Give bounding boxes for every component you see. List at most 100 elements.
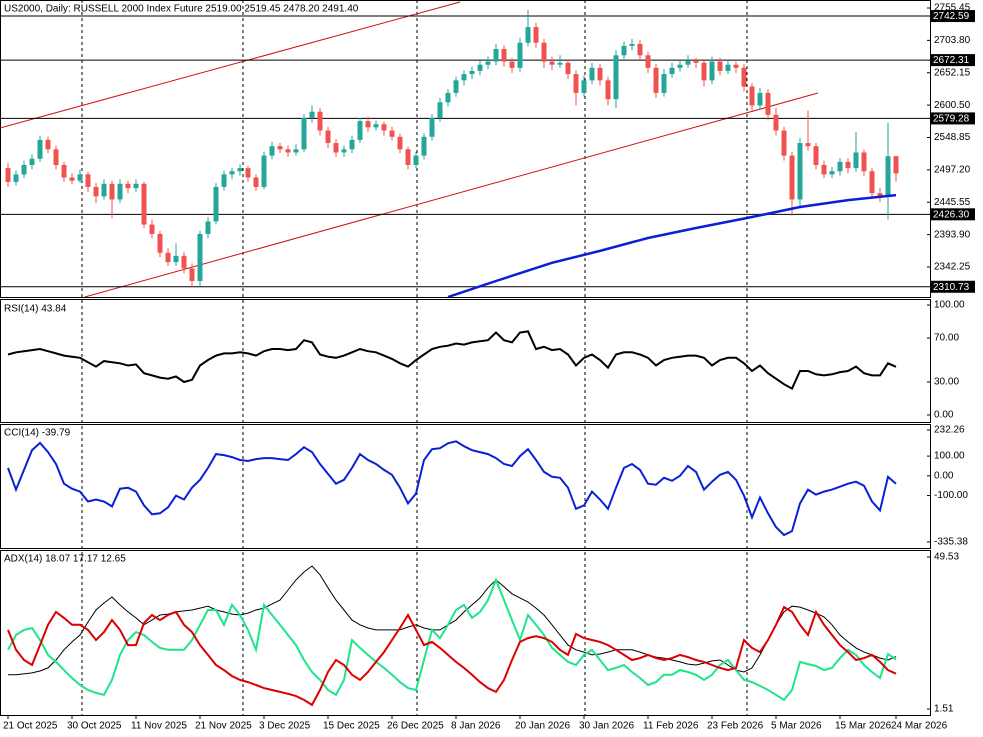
candle-body xyxy=(109,183,115,200)
candle-body xyxy=(781,130,787,156)
candle-body xyxy=(213,186,219,222)
trend-line xyxy=(0,1,461,129)
candle-body xyxy=(333,143,339,153)
candle-body xyxy=(133,183,139,189)
candle-body xyxy=(677,64,683,68)
candle-body xyxy=(541,42,547,62)
y-tick-label: 232.26 xyxy=(934,425,965,436)
y-tick-label: 1.51 xyxy=(934,704,954,715)
y-tick-label: 2497.20 xyxy=(934,165,971,176)
candle-body xyxy=(565,62,571,75)
candle-body xyxy=(21,164,27,175)
candle-body xyxy=(549,61,555,65)
y-tick-label: -100.00 xyxy=(934,490,968,501)
x-tick-label: 20 Jan 2026 xyxy=(515,721,570,732)
x-tick-label: 8 Jan 2026 xyxy=(451,721,501,732)
candle-body xyxy=(829,171,835,175)
x-tick-label: 11 Nov 2025 xyxy=(131,721,187,732)
x-tick-label: 11 Feb 2026 xyxy=(643,721,699,732)
period-separators xyxy=(81,0,748,715)
price-level-box xyxy=(931,112,975,125)
y-tick-label: 2703.80 xyxy=(934,35,971,46)
candle-body xyxy=(349,139,355,150)
candle-body xyxy=(597,67,603,81)
candle-body xyxy=(429,117,435,137)
price-level-box xyxy=(931,280,975,293)
candle-body xyxy=(813,146,819,165)
candle-body xyxy=(373,124,379,128)
candle-body xyxy=(301,117,307,150)
candle-body xyxy=(509,61,515,68)
candle-body xyxy=(181,255,187,269)
rsi-panel xyxy=(0,299,931,423)
candle-body xyxy=(629,44,635,46)
candle-body xyxy=(741,67,747,87)
candle-body xyxy=(157,233,163,253)
candle-body xyxy=(765,92,771,115)
candle-body xyxy=(357,121,363,140)
candle-body xyxy=(661,74,667,93)
candle-body xyxy=(125,183,131,189)
candle-body xyxy=(525,27,531,43)
candle-body xyxy=(117,183,123,200)
candle-body xyxy=(605,80,611,100)
candle-body xyxy=(293,149,299,153)
candle-body xyxy=(493,49,499,62)
price-level-label: 2742.59 xyxy=(933,11,970,22)
candle-body xyxy=(877,193,883,197)
candle-body xyxy=(573,74,579,93)
x-tick-label: 30 Oct 2025 xyxy=(67,721,122,732)
candle-body xyxy=(261,155,267,187)
x-tick-label: 15 Dec 2025 xyxy=(323,721,380,732)
candle-body xyxy=(149,224,155,234)
adx-panel xyxy=(0,550,931,716)
candle-body xyxy=(253,177,259,187)
x-tick-label: 15 Mar 2026 xyxy=(835,721,892,732)
candle-body xyxy=(581,80,587,93)
candle-body xyxy=(141,183,147,225)
candle-body xyxy=(389,130,395,137)
candle-body xyxy=(229,171,235,175)
candle-body xyxy=(469,70,475,75)
candle-body xyxy=(189,268,195,281)
panel-title: CCI(14) -39.79 xyxy=(4,428,71,439)
panel-title: ADX(14) 18.07 17.17 12.65 xyxy=(4,554,126,565)
candle-body xyxy=(77,174,83,181)
candle-body xyxy=(637,44,643,56)
y-tick-label: 2393.90 xyxy=(934,229,971,240)
candle-body xyxy=(717,61,723,71)
price-level-box xyxy=(931,54,975,67)
candle-body xyxy=(701,62,707,81)
indicator-line xyxy=(7,330,897,390)
candle-body xyxy=(445,92,451,103)
candle-body xyxy=(37,139,43,159)
candle-body xyxy=(245,168,251,178)
y-tick-label: 0.00 xyxy=(934,470,954,481)
x-tick-label: 5 Mar 2026 xyxy=(771,721,822,732)
candle-body xyxy=(557,62,563,65)
candle-body xyxy=(789,155,795,200)
candle-body xyxy=(13,174,19,182)
trend-line xyxy=(84,92,819,297)
candle-body xyxy=(709,61,715,81)
candle-body xyxy=(285,149,291,153)
candle-body xyxy=(69,177,75,181)
candle-body xyxy=(797,143,803,200)
candle-body xyxy=(221,174,227,187)
candle-body xyxy=(61,164,67,178)
x-tick-label: 30 Jan 2026 xyxy=(579,721,634,732)
candle-body xyxy=(885,156,891,197)
y-tick-label: 2755.45 xyxy=(934,3,971,14)
candle-body xyxy=(85,174,91,187)
candle-body xyxy=(893,156,899,174)
candle-body xyxy=(653,67,659,93)
candle-body xyxy=(413,155,419,165)
y-tick-label: 2548.85 xyxy=(934,132,971,143)
y-tick-label: 2445.55 xyxy=(934,197,971,208)
candle-body xyxy=(757,92,763,106)
candle-body xyxy=(5,168,11,182)
candle-body xyxy=(853,152,859,169)
candle-body xyxy=(837,161,843,172)
panel-title: RSI(14) 43.84 xyxy=(4,304,67,315)
candle-body xyxy=(93,186,99,197)
